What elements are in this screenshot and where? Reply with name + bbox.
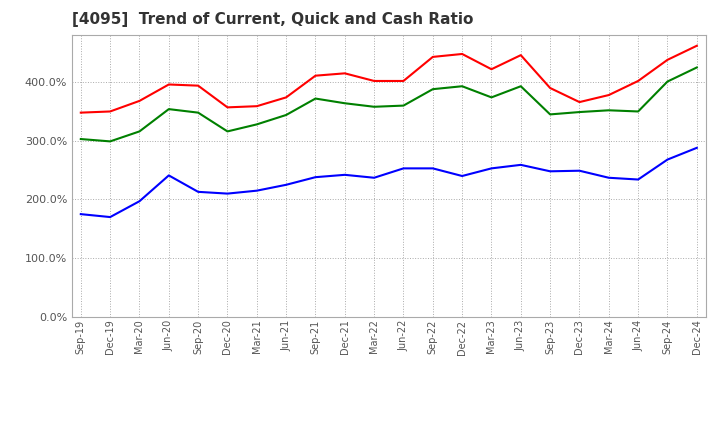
Text: [4095]  Trend of Current, Quick and Cash Ratio: [4095] Trend of Current, Quick and Cash … — [72, 12, 473, 27]
Current Ratio — [76, 110, 85, 115]
Quick Ratio — [663, 79, 672, 84]
Cash Ratio — [663, 157, 672, 162]
Quick Ratio — [370, 104, 379, 110]
Cash Ratio — [605, 175, 613, 180]
Cash Ratio — [194, 189, 202, 194]
Current Ratio — [135, 98, 144, 103]
Current Ratio — [311, 73, 320, 78]
Current Ratio — [458, 51, 467, 57]
Cash Ratio — [458, 173, 467, 179]
Cash Ratio — [428, 166, 437, 171]
Quick Ratio — [253, 122, 261, 127]
Cash Ratio — [164, 173, 173, 178]
Quick Ratio — [487, 95, 496, 100]
Quick Ratio — [194, 110, 202, 115]
Line: Quick Ratio: Quick Ratio — [81, 67, 697, 141]
Cash Ratio — [575, 168, 584, 173]
Quick Ratio — [164, 106, 173, 112]
Cash Ratio — [634, 177, 642, 182]
Quick Ratio — [135, 129, 144, 134]
Cash Ratio — [516, 162, 525, 168]
Current Ratio — [370, 78, 379, 84]
Current Ratio — [194, 83, 202, 88]
Current Ratio — [605, 92, 613, 98]
Quick Ratio — [605, 108, 613, 113]
Quick Ratio — [311, 96, 320, 101]
Quick Ratio — [76, 136, 85, 142]
Current Ratio — [428, 54, 437, 59]
Current Ratio — [223, 105, 232, 110]
Line: Current Ratio: Current Ratio — [81, 46, 697, 113]
Current Ratio — [634, 78, 642, 84]
Current Ratio — [516, 52, 525, 58]
Quick Ratio — [282, 112, 290, 117]
Quick Ratio — [693, 65, 701, 70]
Cash Ratio — [341, 172, 349, 177]
Quick Ratio — [341, 101, 349, 106]
Cash Ratio — [399, 166, 408, 171]
Current Ratio — [693, 43, 701, 48]
Cash Ratio — [693, 145, 701, 150]
Current Ratio — [164, 82, 173, 87]
Current Ratio — [106, 109, 114, 114]
Quick Ratio — [223, 129, 232, 134]
Quick Ratio — [634, 109, 642, 114]
Cash Ratio — [370, 175, 379, 180]
Cash Ratio — [135, 198, 144, 204]
Quick Ratio — [458, 84, 467, 89]
Cash Ratio — [253, 188, 261, 193]
Cash Ratio — [223, 191, 232, 196]
Current Ratio — [282, 95, 290, 100]
Current Ratio — [575, 99, 584, 105]
Cash Ratio — [282, 182, 290, 187]
Line: Cash Ratio: Cash Ratio — [81, 148, 697, 217]
Quick Ratio — [575, 110, 584, 115]
Quick Ratio — [546, 112, 554, 117]
Current Ratio — [546, 85, 554, 91]
Cash Ratio — [311, 175, 320, 180]
Cash Ratio — [487, 166, 496, 171]
Quick Ratio — [399, 103, 408, 108]
Quick Ratio — [516, 84, 525, 89]
Current Ratio — [487, 66, 496, 72]
Current Ratio — [399, 78, 408, 84]
Quick Ratio — [428, 87, 437, 92]
Quick Ratio — [106, 139, 114, 144]
Cash Ratio — [546, 169, 554, 174]
Cash Ratio — [106, 214, 114, 220]
Current Ratio — [663, 57, 672, 62]
Cash Ratio — [76, 212, 85, 217]
Current Ratio — [341, 71, 349, 76]
Current Ratio — [253, 103, 261, 109]
